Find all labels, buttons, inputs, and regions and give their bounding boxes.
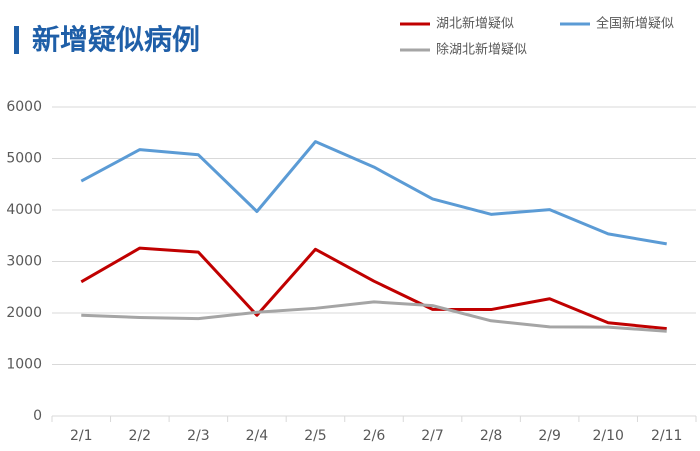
- y-tick-label: 0: [33, 408, 42, 424]
- x-tick-label: 2/7: [421, 428, 444, 444]
- x-tick-label: 2/2: [129, 428, 152, 444]
- series-line: [80, 140, 667, 246]
- x-tick-label: 2/6: [363, 428, 386, 444]
- y-tick-label: 3000: [6, 254, 42, 270]
- x-tick-label: 2/4: [246, 428, 269, 444]
- y-tick-label: 1000: [6, 357, 42, 373]
- x-tick-label: 2/1: [70, 428, 93, 444]
- legend-label: 除湖北新增疑似: [436, 42, 527, 58]
- x-tick-label: 2/8: [480, 428, 503, 444]
- x-tick-label: 2/11: [651, 428, 682, 444]
- legend-label: 湖北新增疑似: [436, 16, 514, 32]
- y-tick-label: 2000: [6, 305, 42, 321]
- y-tick-label: 4000: [6, 202, 42, 218]
- legend-label: 全国新增疑似: [596, 16, 674, 32]
- chart-title: 新增疑似病例: [32, 23, 200, 56]
- x-tick-label: 2/3: [187, 428, 210, 444]
- y-tick-label: 5000: [6, 151, 42, 167]
- title-bar: [14, 26, 19, 54]
- y-tick-label: 6000: [6, 99, 42, 115]
- series-line: [80, 246, 667, 331]
- series-line: [81, 300, 667, 333]
- x-tick-label: 2/10: [592, 428, 623, 444]
- x-tick-label: 2/9: [538, 428, 561, 444]
- x-tick-label: 2/5: [304, 428, 327, 444]
